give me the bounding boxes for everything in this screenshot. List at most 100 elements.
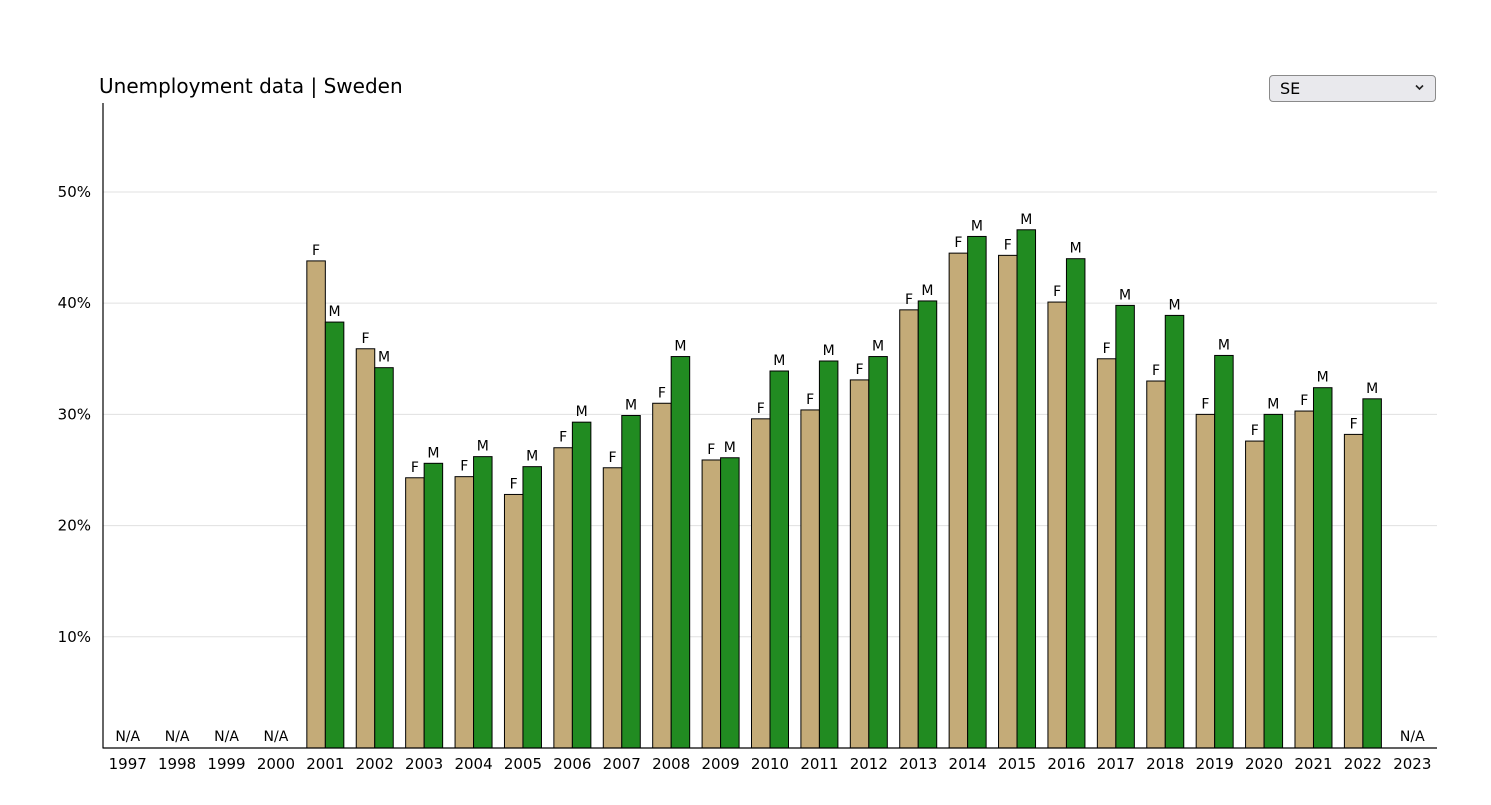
- male-bar-label: M: [1366, 381, 1378, 397]
- chart-title: Unemployment data | Sweden: [99, 74, 403, 98]
- y-tick-label: 40%: [58, 294, 91, 312]
- female-bar: [800, 409, 820, 749]
- x-tick-label: 2015: [998, 755, 1036, 773]
- male-bar: [621, 414, 641, 749]
- female-bar-label: F: [1004, 237, 1012, 253]
- male-bar-label: M: [971, 218, 983, 234]
- male-bar: [720, 457, 740, 749]
- x-tick-label: 2023: [1393, 755, 1431, 773]
- male-bar: [868, 356, 888, 749]
- female-bar-label: F: [361, 331, 369, 347]
- male-bar-label: M: [427, 445, 439, 461]
- na-label: N/A: [1400, 729, 1425, 745]
- na-label: N/A: [165, 729, 190, 745]
- male-bar: [324, 321, 345, 749]
- female-bar-label: F: [658, 385, 666, 401]
- x-tick-label: 2019: [1196, 755, 1234, 773]
- x-tick-label: 2008: [652, 755, 690, 773]
- female-bar-label: F: [954, 235, 962, 251]
- male-bar-label: M: [1070, 241, 1082, 257]
- na-label: N/A: [115, 729, 140, 745]
- male-bar-label: M: [1020, 212, 1032, 228]
- na-label: N/A: [264, 729, 289, 745]
- female-bar: [306, 260, 326, 749]
- x-tick-label: 2006: [553, 755, 591, 773]
- bars: [306, 229, 1382, 749]
- female-bar-label: F: [510, 476, 518, 492]
- male-bar: [1362, 398, 1382, 749]
- x-tick-label: 2017: [1097, 755, 1135, 773]
- male-bar-label: M: [625, 397, 637, 413]
- female-bar-label: F: [757, 401, 765, 417]
- male-bar-label: M: [526, 449, 538, 465]
- male-bar: [1016, 229, 1037, 749]
- y-tick-label: 10%: [58, 628, 91, 646]
- x-tick-label: 1999: [207, 755, 245, 773]
- male-bar: [1065, 258, 1086, 749]
- male-bar-label: M: [576, 404, 588, 420]
- x-tick-label: 2022: [1344, 755, 1382, 773]
- male-bar: [473, 456, 493, 749]
- female-bar: [652, 402, 672, 749]
- male-bar-label: M: [1267, 396, 1279, 412]
- x-tick-label: 2010: [751, 755, 789, 773]
- male-bar: [1115, 304, 1135, 749]
- female-bar-label: F: [1201, 396, 1209, 412]
- y-tick-label: 30%: [58, 405, 91, 423]
- female-bar-label: F: [707, 442, 715, 458]
- male-bar-label: M: [477, 439, 489, 455]
- male-bar-label: M: [1119, 287, 1131, 303]
- male-bar: [818, 360, 839, 749]
- x-tick-label: 2012: [850, 755, 888, 773]
- x-axis-ticks: 1997 1998 1999 2000 2001 2002 2003 2004 2005 2006…: [109, 755, 1432, 773]
- female-bar: [553, 447, 573, 749]
- y-axis-ticks: 10% 20% 30% 40% 50%: [58, 183, 91, 646]
- male-bar-label: M: [378, 350, 390, 366]
- country-select[interactable]: SE: [1269, 75, 1436, 102]
- y-tick-label: 20%: [58, 517, 91, 535]
- x-tick-label: 2009: [701, 755, 739, 773]
- female-bar-label: F: [1251, 423, 1259, 439]
- female-bar-label: F: [460, 459, 468, 475]
- male-bar-label: M: [724, 440, 736, 456]
- male-bar: [423, 462, 444, 749]
- female-bar-label: F: [856, 362, 864, 378]
- na-label: N/A: [214, 729, 239, 745]
- chevron-down-icon: [1415, 84, 1424, 91]
- female-bar-label: F: [559, 430, 567, 446]
- female-bar: [1096, 358, 1117, 749]
- female-bar-label: F: [1103, 341, 1111, 357]
- female-bar: [948, 252, 969, 749]
- x-tick-label: 2003: [405, 755, 443, 773]
- male-bar: [522, 466, 542, 749]
- female-bar-label: F: [905, 292, 913, 308]
- male-bar: [917, 300, 938, 749]
- x-tick-label: 1998: [158, 755, 196, 773]
- female-bar: [405, 477, 425, 749]
- male-bar-label: M: [1218, 337, 1230, 353]
- female-bar-label: F: [1152, 363, 1160, 379]
- country-select-value: SE: [1280, 79, 1301, 98]
- male-bar: [374, 367, 394, 749]
- male-bar: [769, 370, 789, 749]
- female-bar: [1343, 433, 1364, 749]
- male-bar-label: M: [773, 353, 785, 369]
- male-bar-label: M: [872, 339, 884, 355]
- x-tick-label: 2014: [949, 755, 987, 773]
- x-tick-label: 2004: [454, 755, 492, 773]
- female-bar-label: F: [411, 460, 419, 476]
- x-tick-label: 2005: [504, 755, 542, 773]
- female-bar: [1146, 380, 1166, 749]
- x-tick-label: 2000: [257, 755, 295, 773]
- female-bar-label: F: [1300, 393, 1308, 409]
- female-bar: [1245, 440, 1265, 749]
- male-bar-label: M: [1168, 297, 1180, 313]
- male-bar-label: M: [921, 283, 933, 299]
- x-tick-label: 2021: [1294, 755, 1332, 773]
- female-bar: [701, 459, 722, 749]
- female-bar: [1047, 301, 1067, 749]
- female-bar: [899, 309, 919, 749]
- male-bar: [1263, 413, 1284, 749]
- male-bar: [1164, 314, 1185, 749]
